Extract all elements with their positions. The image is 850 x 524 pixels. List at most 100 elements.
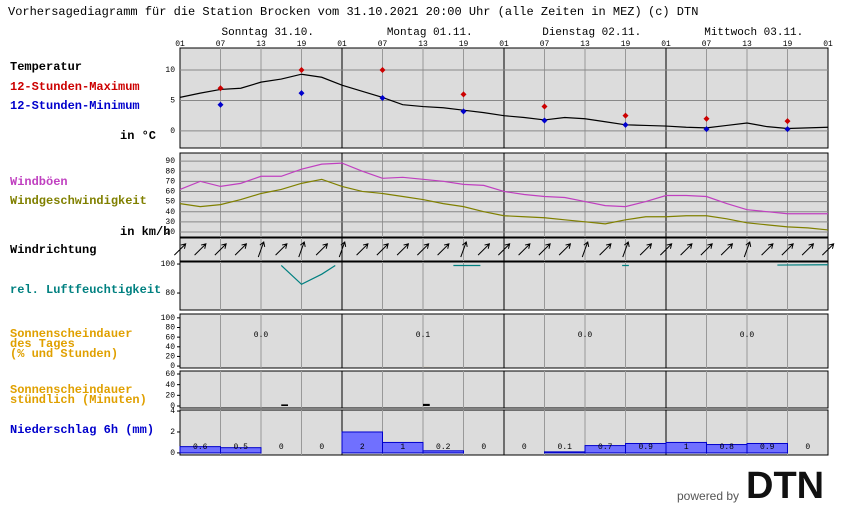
x-tick-label: 07	[216, 40, 226, 49]
logo: DTN	[746, 465, 824, 507]
line	[179, 178, 829, 231]
bar	[281, 404, 288, 406]
value-label: 0.1	[558, 443, 573, 452]
point	[622, 121, 629, 128]
legend-min: 12-Stunden-Minimum	[10, 99, 140, 113]
value-label: 2	[360, 443, 365, 452]
y-tick-label: 0	[170, 127, 175, 136]
y-tick-label: 4	[170, 407, 175, 416]
point	[217, 85, 224, 92]
sun-day-label: des Tages	[10, 337, 75, 351]
value-label: 0.9	[760, 443, 775, 452]
powered-by: powered by	[677, 489, 739, 503]
x-tick-label: 01	[499, 40, 509, 49]
value-label: 0.1	[416, 331, 431, 340]
value-label: 0.9	[639, 443, 654, 452]
wind-arrow	[622, 241, 630, 258]
y-tick-label: 60	[165, 370, 175, 379]
y-tick-label: 2	[170, 428, 175, 437]
wind-arrow	[356, 243, 369, 256]
y-tick-label: 50	[165, 198, 175, 207]
point	[541, 103, 548, 110]
value-label: 0.0	[578, 331, 593, 340]
value-label: 0	[279, 443, 284, 452]
y-tick-label: 0	[170, 402, 175, 411]
legend-gusts: Windböen	[10, 175, 68, 189]
wind-arrow	[497, 243, 511, 256]
point	[703, 115, 710, 122]
precip-label: Niederschlag 6h (mm)	[10, 423, 154, 437]
temp-label: Temperatur	[10, 60, 82, 74]
point	[784, 126, 791, 133]
wind-arrow	[639, 243, 653, 256]
wind-arrow	[558, 243, 572, 256]
wind-arrow	[518, 243, 531, 256]
point	[622, 112, 629, 119]
point	[460, 91, 467, 98]
wind-arrow	[538, 243, 551, 256]
y-tick-label: 70	[165, 177, 175, 186]
value-label: 1	[400, 443, 405, 452]
bar	[382, 441, 424, 454]
day-label: Montag 01.11.	[387, 27, 473, 39]
bar	[423, 403, 430, 406]
wind-arrow	[315, 243, 329, 256]
bar	[746, 442, 788, 454]
humidity-label: rel. Luftfeuchtigkeit	[10, 283, 161, 297]
y-tick-label: 80	[165, 324, 175, 333]
y-tick-label: 100	[161, 314, 176, 323]
wind-arrow	[700, 243, 713, 256]
y-tick-label: 20	[165, 228, 175, 237]
wind-unit: in km/h	[120, 225, 170, 239]
wind-arrow	[257, 241, 266, 258]
point	[379, 66, 386, 73]
value-label: 0.2	[436, 443, 451, 452]
point	[784, 118, 791, 125]
value-label: 0	[481, 443, 486, 452]
wind-arrow	[275, 243, 288, 256]
x-tick-label: 19	[621, 40, 631, 49]
wind-arrow	[214, 243, 227, 256]
y-tick-label: 10	[165, 66, 175, 75]
sun-day-label: Sonnenscheindauer	[10, 327, 132, 341]
line	[179, 162, 828, 215]
x-tick-label: 13	[742, 40, 752, 49]
wind-arrow	[599, 243, 612, 256]
y-tick-label: 30	[165, 218, 175, 227]
y-tick-label: 20	[165, 353, 175, 362]
x-tick-label: 07	[702, 40, 712, 49]
point	[217, 101, 224, 108]
y-tick-label: 80	[165, 289, 175, 298]
wind-arrow	[743, 241, 752, 258]
wind-arrow	[416, 243, 430, 256]
sun-hour-label: Sonnenscheindauer	[10, 383, 132, 397]
point	[379, 95, 386, 101]
sun-hour-label: stündlich (Minuten)	[10, 393, 147, 407]
wind-arrow	[581, 241, 590, 258]
y-tick-label: 20	[165, 391, 175, 400]
x-tick-label: 19	[783, 40, 793, 49]
x-tick-label: 13	[580, 40, 590, 49]
y-tick-label: 100	[161, 260, 176, 269]
wind-arrow	[801, 243, 815, 256]
y-tick-label: 40	[165, 381, 175, 390]
line	[179, 73, 829, 130]
wind-arrow	[781, 243, 794, 256]
title: Vorhersagediagramm für die Station Brock…	[8, 5, 642, 19]
x-tick-label: 07	[540, 40, 550, 49]
value-label: 0.6	[193, 443, 208, 452]
value-label: 0.8	[720, 443, 735, 452]
value-label: 0.0	[740, 331, 755, 340]
y-tick-label: 0	[170, 449, 175, 458]
point	[298, 90, 305, 97]
x-tick-label: 01	[823, 40, 833, 49]
y-tick-label: 40	[165, 343, 175, 352]
point	[298, 66, 305, 73]
wind-arrow	[338, 241, 347, 258]
x-tick-label: 19	[459, 40, 469, 49]
x-tick-label: 19	[297, 40, 307, 49]
x-tick-label: 13	[256, 40, 266, 49]
day-label: Dienstag 02.11.	[542, 27, 641, 39]
wind-arrow	[821, 243, 835, 256]
